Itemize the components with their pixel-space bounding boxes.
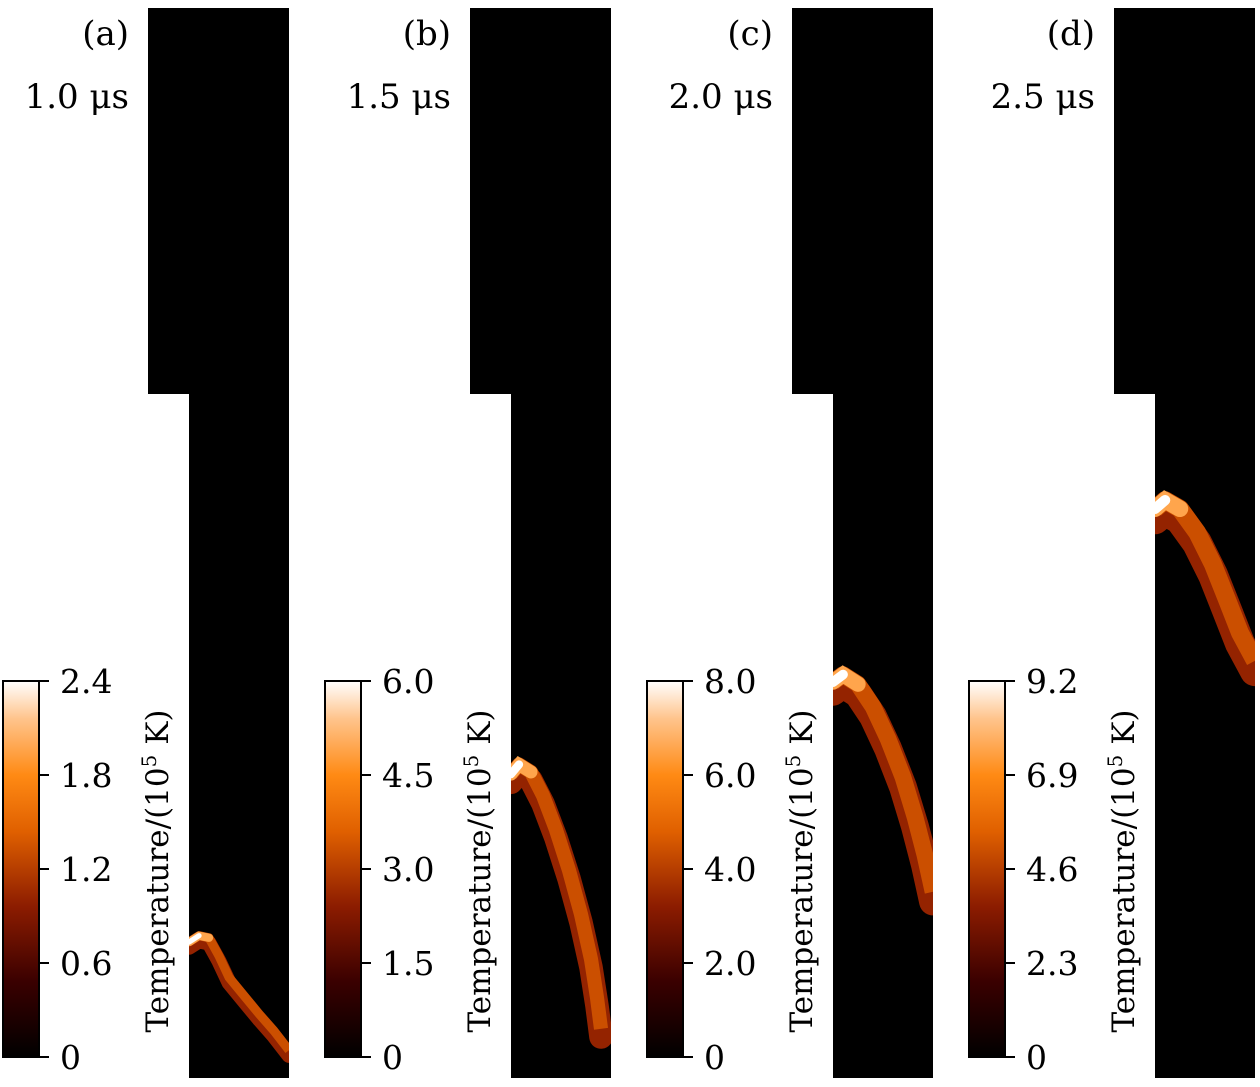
colorbar-title: Temperature/(105 K) — [459, 710, 498, 1033]
colorbar-tick-label: 2.0 — [704, 944, 756, 983]
colorbar-tick-label: 4.5 — [382, 756, 434, 795]
panel-c: (c) 2.0 μs 0 2.0 4.0 6.0 8.0 Temperature/(105 K… — [646, 8, 933, 1078]
colorbar-tick-label: 0 — [704, 1038, 725, 1077]
colorbar-scale — [324, 680, 362, 1058]
time-label: 1.0 μs — [25, 77, 129, 117]
colorbar-tick-label: 0 — [1026, 1038, 1047, 1077]
colorbar-scale — [968, 680, 1006, 1058]
temperature-field — [470, 8, 611, 1078]
colorbar-tick-label: 4.0 — [704, 850, 756, 889]
time-label: 2.5 μs — [991, 77, 1095, 117]
panel-a: (a) 1.0 μs 0 0.6 1.2 1.8 2.4 Temperature/(105 K… — [2, 8, 289, 1078]
colorbar-tick-label: 0 — [382, 1038, 403, 1077]
colorbar-tick-label: 6.0 — [382, 662, 434, 701]
colorbar-tick-label: 9.2 — [1026, 662, 1078, 701]
colorbar-tick-label: 2.3 — [1026, 944, 1078, 983]
colorbar-scale — [2, 680, 40, 1058]
shock-front — [511, 756, 611, 1049]
colorbar-tick-label: 4.6 — [1026, 850, 1078, 889]
colorbar-tick-label: 0.6 — [60, 944, 112, 983]
shock-front — [833, 665, 933, 916]
colorbar-tick-label: 6.0 — [704, 756, 756, 795]
shock-front — [189, 931, 289, 1063]
panel-label: (c) — [727, 14, 773, 54]
colorbar-tick-label: 0 — [60, 1038, 81, 1077]
colorbar-tick-label: 1.5 — [382, 944, 434, 983]
colorbar-scale — [646, 680, 684, 1058]
colorbar-tick-label: 2.4 — [60, 662, 112, 701]
colorbar-tick-label: 1.8 — [60, 756, 112, 795]
colorbar-title: Temperature/(105 K) — [137, 710, 176, 1033]
colorbar: 0 2.3 4.6 6.9 9.2 Temperature/(105 K) — [968, 662, 1142, 1077]
colorbar-tick-label: 1.2 — [60, 850, 112, 889]
colorbar: 0 0.6 1.2 1.8 2.4 Temperature/(105 K) — [2, 662, 176, 1077]
colorbar-tick-label: 6.9 — [1026, 756, 1078, 795]
colorbar-title: Temperature/(105 K) — [781, 710, 820, 1033]
shock-front — [1155, 490, 1255, 687]
colorbar-tick-label: 3.0 — [382, 850, 434, 889]
time-label: 2.0 μs — [669, 77, 773, 117]
time-label: 1.5 μs — [347, 77, 451, 117]
colorbar-title: Temperature/(105 K) — [1103, 710, 1142, 1033]
panel-label: (b) — [403, 14, 451, 54]
colorbar-tick-label: 8.0 — [704, 662, 756, 701]
temperature-field — [148, 8, 289, 1078]
panel-label: (a) — [82, 14, 129, 54]
panel-d: (d) 2.5 μs 0 2.3 4.6 6.9 9.2 Temperature/(105 K… — [968, 8, 1255, 1078]
panel-b: (b) 1.5 μs 0 1.5 3.0 4.5 6.0 Temperature/(105 K… — [324, 8, 611, 1078]
panel-label: (d) — [1047, 14, 1095, 54]
colorbar: 0 2.0 4.0 6.0 8.0 Temperature/(105 K) — [646, 662, 820, 1077]
colorbar: 0 1.5 3.0 4.5 6.0 Temperature/(105 K) — [324, 662, 498, 1077]
